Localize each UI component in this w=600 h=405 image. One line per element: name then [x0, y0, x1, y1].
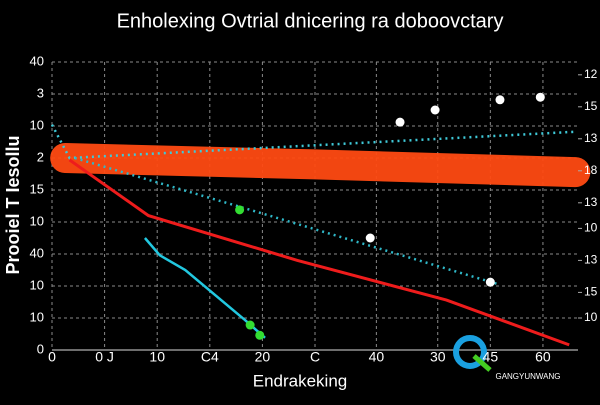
y-tick-label: 10: [30, 309, 44, 324]
y2-tick-label: 13: [584, 195, 598, 209]
y-tick-label: 10: [30, 117, 44, 132]
y-tick-label: 40: [30, 53, 44, 68]
point: [365, 233, 375, 243]
y-axis-label: Prooiel T Iesollu: [3, 135, 23, 274]
y-tick-label: 0: [37, 341, 44, 356]
y-tick-label: 2: [37, 149, 44, 164]
watermark: GANGYUNWANG: [495, 372, 560, 381]
y2-tick-label: 12: [584, 67, 598, 81]
point: [485, 277, 495, 287]
y-tick-label: 10: [30, 277, 44, 292]
point: [395, 117, 405, 127]
point: [430, 105, 440, 115]
x-tick-label: 40: [369, 349, 385, 365]
y2-tick-label: 13: [584, 131, 598, 145]
y2-tick-label: 10: [584, 310, 598, 324]
y2-tick-label: 13: [584, 253, 598, 267]
x-tick-label: 45: [483, 349, 499, 365]
chart-title: Enholexing Ovtrial dnicering ra doboovct…: [117, 10, 504, 32]
y2-tick-label: 18: [584, 163, 598, 177]
series-line: [74, 156, 501, 286]
point: [245, 320, 255, 330]
y2-tick-label: 15: [584, 99, 598, 113]
series-line: [50, 143, 591, 188]
x-tick-label: C4: [201, 349, 219, 365]
y-tick-label: 40: [30, 245, 44, 260]
point: [235, 205, 245, 215]
y-tick-label: 3: [37, 85, 44, 100]
x-tick-label: 0: [48, 349, 56, 365]
y-tick-label: 10: [30, 213, 44, 228]
watermark-logo: [453, 335, 492, 372]
x-tick-label: 20: [255, 349, 271, 365]
y2-tick-label: 10: [584, 221, 598, 235]
point: [535, 92, 545, 102]
x-tick-label: 10: [149, 349, 165, 365]
y2-tick-label: 15: [584, 285, 598, 299]
x-tick-label: 30: [430, 349, 446, 365]
x-tick-label: 0 J: [95, 349, 114, 365]
series-line: [68, 158, 570, 347]
x-tick-label: C: [310, 349, 320, 365]
series-line: [50, 124, 576, 160]
y-tick-label: 15: [30, 181, 44, 196]
point: [495, 95, 505, 105]
x-tick-label: 60: [535, 349, 551, 365]
x-axis-label: Endrakeking: [253, 371, 348, 390]
point: [255, 330, 265, 340]
